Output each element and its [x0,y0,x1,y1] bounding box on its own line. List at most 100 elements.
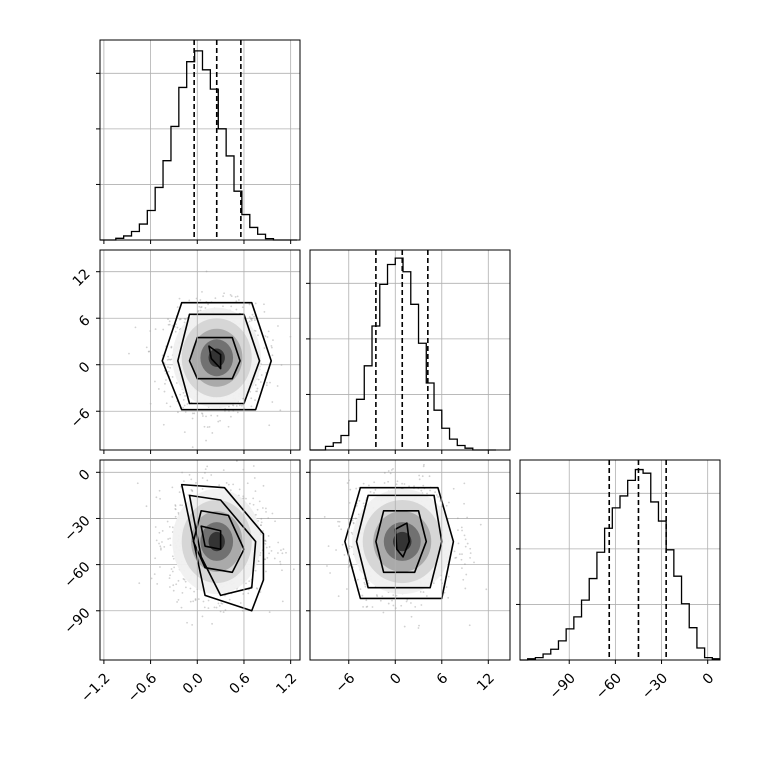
panel-2-sample-point [485,588,488,591]
panel-2-sample-point [410,615,413,618]
panel-1-sample-point [247,592,250,595]
panel-2-sample-point [355,487,358,490]
panel-0-sample-point [254,399,256,401]
panel-2-sample-point [363,581,366,584]
panel-2-sample-point [387,470,390,472]
panel-0-sample-point [176,306,179,309]
panel-2-sample-point [463,482,466,485]
panel-1-sample-point [166,520,169,523]
panel-1-sample-point [232,483,235,486]
panel-2-sample-point [350,531,353,534]
panel-0-sample-point [204,307,207,309]
panel-2-sample-point [454,557,457,559]
panel-2-contour-2 [355,494,443,589]
panel-1-sample-point [158,489,161,492]
panel-1-sample-point [197,598,200,600]
panel-1-sample-point [167,538,170,540]
panel-0-sample-point [266,381,268,384]
panel-2-sample-point [395,594,398,597]
panel-0-sample-point [277,325,279,327]
panel-0-sample-point [177,411,179,414]
panel-1-sample-point [260,524,262,526]
panel-2-sample-point [381,595,384,598]
panel-0-sample-point [211,432,214,434]
panel-0-sample-point [184,410,187,413]
panel-2-sample-point [392,594,395,597]
panel-0-sample-point [154,328,157,331]
panel-1-sample-point [252,503,255,506]
panel-1-sample-point [260,524,262,527]
panel-0-sample-point [223,292,225,295]
panel-2-sample-point [447,501,450,504]
panel-0-sample-point [206,426,209,428]
panel-1-sample-point [263,539,266,542]
panel-0-sample-point [154,380,156,383]
panel-0-sample-point [167,366,169,368]
panel-1-sample-point [174,504,177,506]
panel-0-sample-point [267,330,270,333]
panel-0-sample-point [272,339,274,342]
panel-0-sample-point [179,318,182,321]
panel-0-sample-point [198,305,201,308]
panel-0-sample-point [271,401,274,403]
panel-0-sample-point [199,306,202,309]
panel-1-sample-point [281,569,283,572]
panel-1-sample-point [259,591,262,593]
panel-0-sample-point [257,334,259,337]
panel-1-sample-point [193,590,196,593]
panel-1-sample-point [173,566,176,569]
panel-1-sample-point [215,606,218,609]
panel-0-sample-point [167,318,169,321]
panel-2-sample-point [352,522,355,525]
panel-1-sample-point [274,520,276,523]
panel-1-sample-point [138,582,141,585]
panel-0-sample-point [162,328,165,331]
panel-0-sample-point [279,409,282,412]
panel-2-sample-point [375,594,378,596]
panel-1-sample-point [191,490,194,493]
panel-1-sample-point [190,478,193,481]
panel-1-sample-point [177,579,180,582]
panel-1-sample-point [256,508,259,511]
panel-1-sample-point [238,488,241,491]
panel-0-sample-point [250,397,253,400]
panel-2-sample-point [355,504,358,507]
panel-2-sample-point [392,604,395,607]
panel-2-sample-point [349,564,351,567]
density-panel-param-2-vs-param-3 [306,459,511,664]
panel-0-sample-point [249,390,252,393]
panel-0-sample-point [171,324,174,327]
panel-1-sample-point [154,526,157,528]
panel-0-sample-point [248,320,251,323]
panel-0-sample-point [270,344,273,347]
panel-2-sample-point [395,483,398,486]
panel-1-sample-point [174,505,177,507]
panel-1-sample-point [136,482,139,485]
panel-2-sample-point [421,475,424,478]
panel-1-sample-point [172,557,175,560]
panel-2-sample-point [461,567,463,570]
panel-0-sample-point [178,318,181,321]
panel-1-sample-point [203,606,206,609]
panel-2-sample-point [460,526,463,529]
panel-2-sample-point [396,480,399,483]
panel-0-sample-point [235,405,238,407]
panel-0-sample-point [168,358,170,361]
panel-2-sample-point [473,561,475,564]
panel-1-sample-point [252,497,255,500]
panel-0-sample-point [197,309,200,312]
panel-0-sample-point [207,303,209,306]
panel-0-sample-point [260,374,263,376]
panel-1-sample-point [169,537,171,540]
panel-1-sample-point [248,502,251,505]
panel-1-sample-point [192,600,195,603]
panel-1-sample-point [221,602,224,605]
panel-2-sample-point [456,517,459,520]
panel-2-sample-point [445,504,448,507]
panel-1-sample-point [267,535,270,537]
panel-0-sample-point [166,358,169,361]
panel-2-sample-point [359,588,362,591]
panel-2-sample-point [382,611,385,614]
panel-2-sample-point [373,492,375,494]
